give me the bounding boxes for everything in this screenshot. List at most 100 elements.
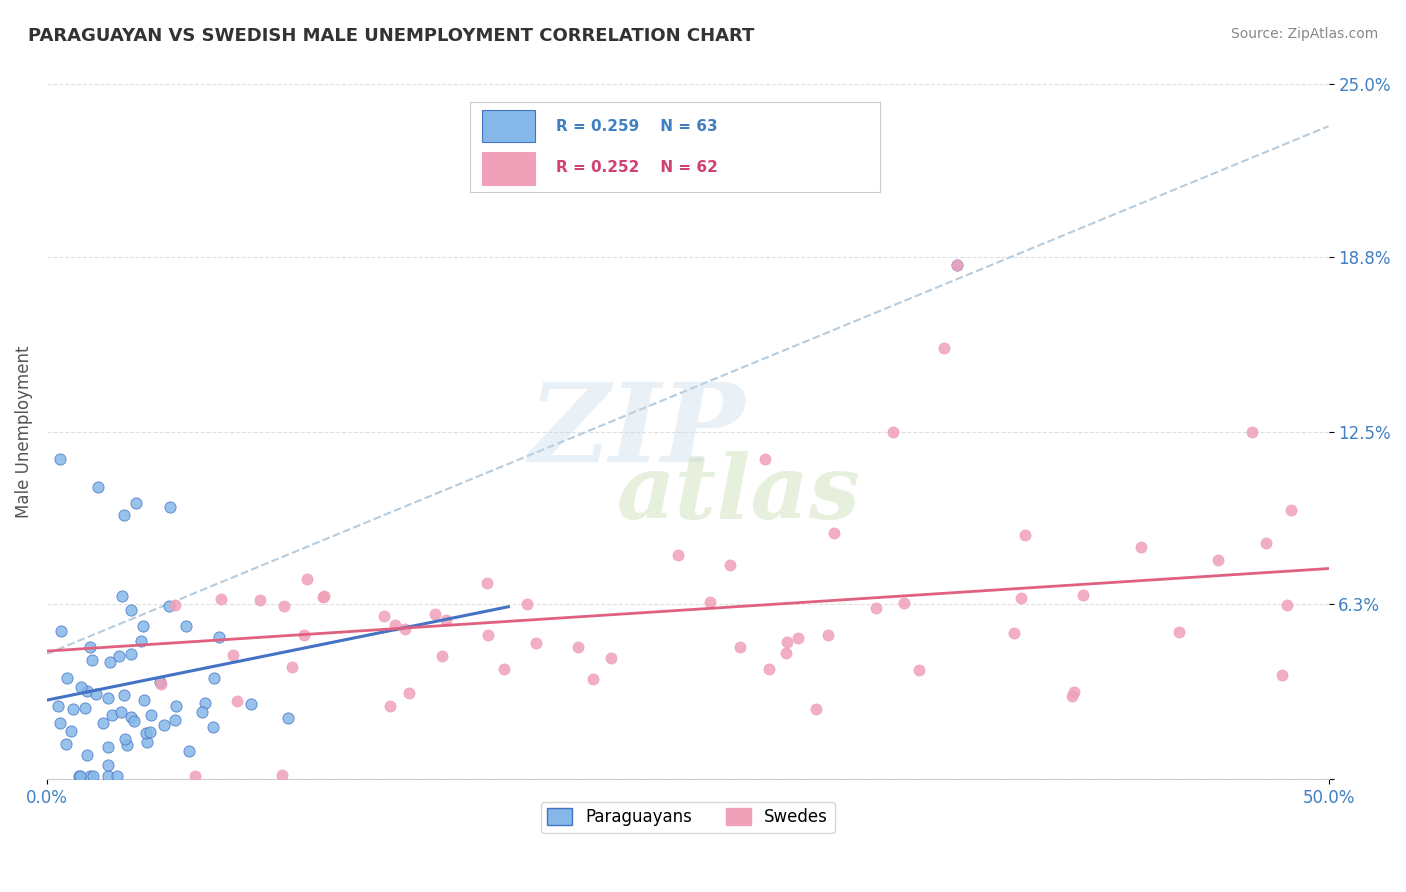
Point: [312, 591, 335, 605]
Point: [120, 710, 142, 724]
Point: [114, 688, 136, 702]
Point: [908, 663, 931, 677]
Point: [69, 769, 91, 783]
Point: [184, 769, 207, 783]
Point: [1014, 528, 1036, 542]
Y-axis label: Male Unemployment: Male Unemployment: [15, 345, 32, 518]
Point: [135, 735, 157, 749]
Point: [249, 593, 271, 607]
Point: [97, 769, 120, 783]
Point: [492, 662, 515, 676]
Point: [1275, 598, 1298, 612]
Point: [718, 558, 741, 572]
Point: [153, 718, 176, 732]
Point: [177, 744, 200, 758]
Point: [108, 648, 131, 663]
Point: [1279, 503, 1302, 517]
Point: [73, 700, 96, 714]
Point: [728, 640, 751, 655]
Point: [398, 686, 420, 700]
Point: [1240, 425, 1263, 439]
Point: [225, 694, 247, 708]
Point: [55, 737, 77, 751]
Point: [46, 699, 69, 714]
Point: [1256, 536, 1278, 550]
Point: [882, 425, 904, 439]
Point: [159, 500, 181, 514]
Point: [434, 613, 457, 627]
Point: [157, 599, 180, 613]
Point: [125, 496, 148, 510]
Point: [191, 705, 214, 719]
Point: [567, 640, 589, 654]
Point: [277, 711, 299, 725]
Point: [174, 619, 197, 633]
Point: [80, 653, 103, 667]
Point: [67, 769, 90, 783]
Point: [101, 707, 124, 722]
Point: [149, 675, 172, 690]
Point: [787, 632, 810, 646]
Point: [754, 452, 776, 467]
Point: [1271, 668, 1294, 682]
Point: [776, 635, 799, 649]
Point: [804, 702, 827, 716]
Point: [194, 696, 217, 710]
Point: [1010, 591, 1032, 606]
Point: [430, 648, 453, 663]
Point: [1071, 588, 1094, 602]
Point: [932, 342, 955, 356]
Point: [1063, 684, 1085, 698]
Point: [79, 769, 101, 783]
Point: [1062, 689, 1084, 703]
Point: [946, 258, 969, 272]
Point: [76, 684, 98, 698]
Point: [582, 672, 605, 686]
Point: [477, 627, 499, 641]
Point: [131, 634, 153, 648]
Point: [865, 600, 887, 615]
Text: atlas: atlas: [617, 451, 860, 538]
Point: [138, 724, 160, 739]
Point: [122, 714, 145, 728]
Point: [163, 599, 186, 613]
Point: [48, 716, 70, 731]
Point: [149, 677, 172, 691]
Point: [292, 628, 315, 642]
Point: [105, 769, 128, 783]
Point: [120, 647, 142, 661]
Text: PARAGUAYAN VS SWEDISH MALE UNEMPLOYMENT CORRELATION CHART: PARAGUAYAN VS SWEDISH MALE UNEMPLOYMENT …: [28, 27, 755, 45]
Point: [62, 702, 84, 716]
Point: [946, 258, 969, 272]
Text: ZIP: ZIP: [529, 378, 745, 485]
Point: [312, 589, 335, 603]
Point: [295, 572, 318, 586]
Point: [775, 646, 797, 660]
Point: [271, 768, 294, 782]
Point: [165, 699, 187, 714]
Point: [84, 687, 107, 701]
Legend: Paraguayans, Swedes: Paraguayans, Swedes: [541, 802, 835, 833]
Point: [208, 631, 231, 645]
Point: [823, 525, 845, 540]
Point: [281, 660, 304, 674]
Point: [475, 576, 498, 591]
Point: [758, 663, 780, 677]
Point: [110, 706, 132, 720]
Point: [222, 648, 245, 662]
Point: [121, 603, 143, 617]
Point: [91, 715, 114, 730]
Point: [135, 725, 157, 739]
Point: [134, 693, 156, 707]
Point: [79, 640, 101, 654]
Point: [141, 708, 163, 723]
Point: [82, 769, 104, 783]
Point: [516, 597, 538, 611]
Point: [524, 635, 547, 649]
Text: Source: ZipAtlas.com: Source: ZipAtlas.com: [1230, 27, 1378, 41]
Point: [56, 671, 79, 685]
Point: [817, 628, 839, 642]
Point: [1002, 626, 1025, 640]
Point: [202, 671, 225, 685]
Point: [273, 599, 295, 614]
